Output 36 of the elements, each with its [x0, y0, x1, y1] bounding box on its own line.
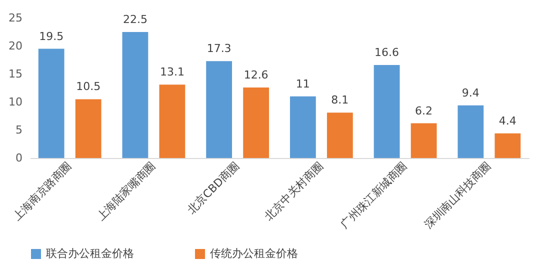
data-label: 9.4: [462, 86, 480, 100]
data-label: 16.6: [374, 46, 400, 60]
y-tick-label: 15: [8, 68, 22, 80]
bar: [458, 105, 484, 158]
bar: [410, 123, 437, 158]
x-tick-label: 上海陆家嘴商圈: [94, 160, 158, 224]
data-label: 13.1: [160, 66, 184, 79]
bar: [122, 32, 148, 158]
legend-label: 联合办公租金价格: [46, 247, 134, 260]
y-tick-label: 10: [8, 96, 22, 108]
bar: [75, 99, 102, 158]
data-label: 4.4: [498, 114, 516, 128]
legend-label: 传统办公租金价格: [210, 247, 298, 260]
data-label: 22.5: [122, 13, 148, 26]
y-tick-label: 0: [16, 152, 22, 164]
data-label: 19.5: [39, 30, 64, 43]
y-tick-label: 20: [8, 40, 22, 52]
data-label: 17.3: [206, 42, 232, 56]
bar: [326, 112, 353, 158]
y-tick-label: 5: [16, 124, 22, 136]
bar: [243, 87, 270, 158]
bar: [159, 84, 186, 158]
bar: [38, 48, 64, 158]
bar: [374, 65, 400, 158]
data-label: 11: [296, 77, 310, 90]
data-label: 12.6: [244, 68, 268, 82]
bar: [494, 133, 521, 158]
y-tick-label: 25: [8, 12, 22, 24]
bar: [206, 61, 232, 158]
data-label: 6.2: [415, 104, 433, 118]
x-tick-label: 深圳南山科技商圈: [422, 160, 494, 231]
x-tick-label: 广州珠江新城商圈: [338, 160, 410, 231]
data-label: 10.5: [76, 80, 101, 94]
data-label: 8.1: [331, 94, 349, 107]
bar: [290, 96, 316, 158]
x-tick-label: 北京中关村商圈: [262, 160, 326, 224]
